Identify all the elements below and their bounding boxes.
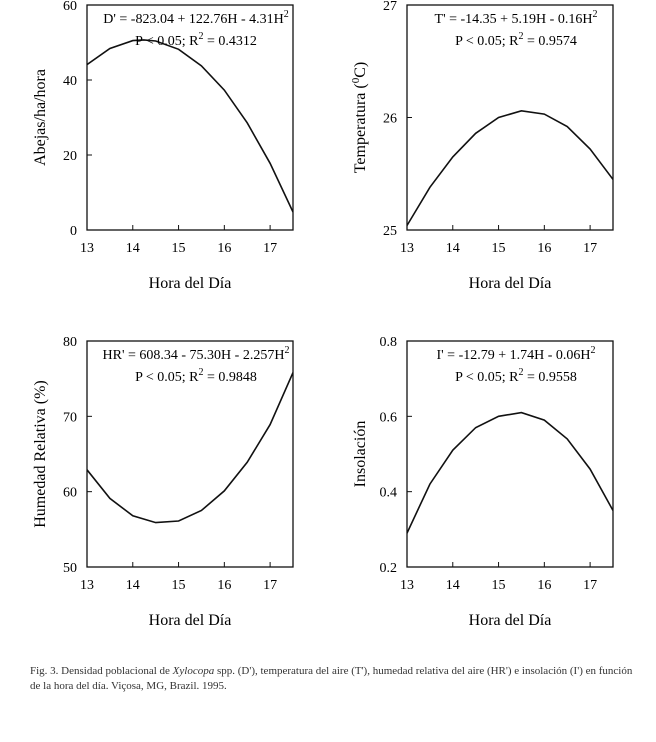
x-tick-label: 16: [537, 241, 551, 256]
p-value: P < 0.05;: [135, 34, 189, 49]
regression-equation: HR' = 608.34 - 75.30H - 2.257H2: [103, 345, 290, 363]
y-tick-label: 50: [63, 561, 77, 576]
regression-stats: P < 0.05; R2 = 0.9848: [135, 367, 257, 385]
x-axis-label: Hora del Día: [469, 612, 552, 629]
x-axis-label: Hora del Día: [149, 275, 232, 292]
y-tick-label: 26: [383, 112, 397, 127]
x-tick-label: 15: [172, 241, 186, 256]
y-tick-label: 60: [63, 0, 77, 14]
x-tick-label: 15: [492, 578, 506, 593]
equation-exponent: 2: [284, 345, 289, 356]
x-tick-label: 13: [400, 241, 414, 256]
x-tick-label: 17: [583, 578, 597, 593]
y-tick-label: 80: [63, 335, 77, 350]
x-tick-label: 16: [537, 578, 551, 593]
y-tick-label: 70: [63, 410, 77, 425]
regression-equation: D' = -823.04 + 122.76H - 4.31H2: [103, 9, 288, 27]
r2-value: = 0.4312: [204, 34, 257, 49]
equation-exponent: 2: [591, 345, 596, 356]
x-tick-label: 15: [492, 241, 506, 256]
y-tick-label: 0: [70, 224, 77, 239]
regression-curve: [407, 411, 613, 534]
x-tick-label: 16: [217, 241, 231, 256]
y-label-superscript: 0: [350, 77, 362, 83]
equation-main: I' = -12.79 + 1.74H - 0.06H: [436, 348, 590, 363]
y-tick-label: 40: [63, 74, 77, 89]
y-axis-label: Abejas/ha/hora: [32, 69, 49, 166]
chart-panel-2: 13 14 15 16 17 25 26 27 T' = -14.35 + 5.19H - 0.…: [350, 0, 614, 292]
p-value: P < 0.05;: [455, 370, 509, 385]
r2-label: R: [189, 370, 199, 385]
r2-value: = 0.9558: [524, 370, 577, 385]
r2-exponent: 2: [519, 31, 524, 42]
x-tick-label: 17: [263, 241, 277, 256]
x-tick-label: 17: [263, 578, 277, 593]
y-label-main: Temperatura (: [352, 83, 369, 173]
equation-exponent: 2: [592, 9, 597, 20]
r2-label: R: [189, 34, 199, 49]
r2-label: R: [509, 370, 519, 385]
equation-exponent: 2: [284, 9, 289, 20]
plot-frame: [86, 340, 294, 568]
regression-equation: I' = -12.79 + 1.74H - 0.06H2: [436, 345, 595, 363]
y-tick-label: 25: [383, 224, 397, 239]
plot-frame: [406, 340, 614, 568]
y-tick-label: 20: [63, 149, 77, 164]
regression-stats: P < 0.05; R2 = 0.9574: [455, 31, 577, 49]
caption-species: Xylocopa: [172, 665, 215, 677]
y-axis-label: Insolación: [352, 421, 369, 488]
regression-stats: P < 0.05; R2 = 0.4312: [135, 31, 257, 49]
y-tick-label: 0.8: [380, 335, 398, 350]
x-tick-label: 16: [217, 578, 231, 593]
x-tick-label: 14: [446, 241, 460, 256]
regression-curve: [87, 39, 293, 213]
p-value: P < 0.05;: [135, 370, 189, 385]
y-tick-label: 0.6: [380, 410, 398, 425]
r2-value: = 0.9848: [204, 370, 257, 385]
y-axis-label: Humedad Relativa (%): [32, 380, 49, 528]
r2-exponent: 2: [519, 367, 524, 378]
regression-curve: [407, 109, 613, 226]
y-tick-label: 27: [383, 0, 397, 14]
y-label-end: C): [352, 62, 369, 78]
chart-panel-4: 13 14 15 16 17 0.2 0.4 0.6 0.8 I' = -12.79 + 1.74…: [352, 335, 614, 629]
x-tick-label: 15: [172, 578, 186, 593]
regression-stats: P < 0.05; R2 = 0.9558: [455, 367, 577, 385]
equation-main: T' = -14.35 + 5.19H - 0.16H: [435, 12, 593, 27]
r2-value: = 0.9574: [524, 34, 577, 49]
y-axis-label: Temperatura (0C): [350, 62, 369, 173]
caption-rest: spp. (D'), temperatura del aire (T'), hu…: [30, 665, 633, 692]
x-tick-label: 17: [583, 241, 597, 256]
y-tick-label: 0.4: [380, 486, 398, 501]
r2-label: R: [509, 34, 519, 49]
x-tick-label: 14: [126, 241, 140, 256]
chart-panel-1: 13 14 15 16 17 0 20 40 60 D' = -823.04 + 122.76H …: [32, 0, 294, 292]
plot-frame: [86, 4, 294, 231]
figure-caption: Fig. 3. Densidad poblacional de Xylocopa…: [30, 664, 640, 694]
regression-equation: T' = -14.35 + 5.19H - 0.16H2: [435, 9, 598, 27]
x-tick-label: 13: [400, 578, 414, 593]
x-axis-label: Hora del Día: [469, 275, 552, 292]
equation-main: D' = -823.04 + 122.76H - 4.31H: [103, 12, 283, 27]
x-axis-label: Hora del Día: [149, 612, 232, 629]
x-tick-label: 14: [446, 578, 460, 593]
chart-panel-3: 13 14 15 16 17 50 60 70 80 HR' = 608.34 - 75.30H …: [32, 335, 294, 629]
y-tick-label: 0.2: [380, 561, 398, 576]
x-tick-label: 13: [80, 241, 94, 256]
equation-main: HR' = 608.34 - 75.30H - 2.257H: [103, 348, 285, 363]
r2-exponent: 2: [199, 367, 204, 378]
r2-exponent: 2: [199, 31, 204, 42]
y-tick-label: 60: [63, 486, 77, 501]
p-value: P < 0.05;: [455, 34, 509, 49]
x-tick-label: 13: [80, 578, 94, 593]
caption-prefix: Fig. 3. Densidad poblacional de: [30, 665, 173, 677]
regression-curve: [87, 372, 293, 524]
x-tick-label: 14: [126, 578, 140, 593]
